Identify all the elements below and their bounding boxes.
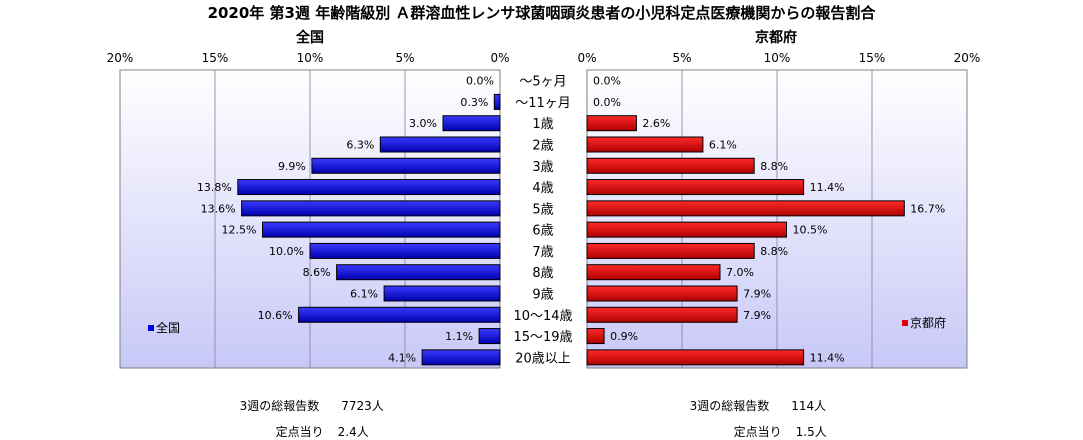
left-bar (262, 221, 501, 238)
right-tick-label: 0% (577, 51, 596, 65)
right-legend-swatch (902, 320, 908, 326)
category-label: 7歳 (532, 245, 553, 260)
right-tick-label: 20% (954, 51, 981, 65)
category-label: 5歳 (532, 202, 553, 217)
right-value-label: 0.0% (593, 96, 621, 109)
left-bar (379, 136, 501, 153)
right-value-label: 6.1% (709, 139, 737, 152)
left-value-label: 6.3% (346, 139, 374, 152)
right-legend-label: 京都府 (910, 315, 946, 330)
right-bar (586, 221, 787, 238)
left-bar (442, 115, 501, 132)
left-panel-title: 全国 (295, 29, 324, 46)
left-value-label: 10.6% (258, 309, 293, 322)
left-legend-label: 全国 (156, 320, 180, 335)
right-tick-label: 10% (764, 51, 791, 65)
left-bar (383, 285, 501, 302)
left-bar (421, 349, 501, 366)
right-value-label: 0.0% (593, 75, 621, 88)
left-tick-label: 0% (490, 51, 509, 65)
category-label: 1歳 (532, 117, 553, 132)
left-bar (309, 242, 501, 259)
right-bar (586, 264, 721, 281)
left-total-value: 7723人 (341, 399, 384, 413)
left-tick-label: 20% (107, 51, 134, 65)
left-bar (298, 306, 501, 323)
left-tick-label: 5% (395, 51, 414, 65)
left-value-label: 8.6% (303, 266, 331, 279)
right-bar (586, 285, 738, 302)
category-label: 3歳 (532, 160, 553, 175)
right-bar (586, 200, 905, 217)
right-value-label: 7.9% (743, 309, 771, 322)
left-value-label: 4.1% (388, 351, 416, 364)
category-label: 4歳 (532, 181, 553, 196)
right-value-label: 11.4% (810, 351, 845, 364)
right-value-label: 8.8% (760, 245, 788, 258)
category-label: 15～19歳 (513, 330, 572, 345)
right-value-label: 10.5% (793, 224, 828, 237)
right-bar (586, 242, 755, 259)
left-value-label: 13.8% (197, 181, 232, 194)
category-label: ～11ヶ月 (515, 96, 571, 111)
left-bar (237, 179, 501, 196)
left-value-label: 13.6% (201, 202, 236, 215)
left-total-label: 3週の総報告数 (239, 399, 320, 413)
left-bar (311, 157, 501, 174)
left-tick-label: 10% (297, 51, 324, 65)
left-value-label: 12.5% (222, 224, 257, 237)
left-bar (478, 328, 501, 345)
right-per-value: 1.5人 (795, 425, 827, 439)
right-value-label: 16.7% (910, 202, 945, 215)
category-label: 10～14歳 (513, 309, 572, 324)
left-bar (493, 93, 501, 110)
category-label: 6歳 (532, 224, 553, 239)
left-value-label: 10.0% (269, 245, 304, 258)
category-label: 9歳 (532, 288, 553, 303)
left-per-label: 定点当り (275, 425, 324, 439)
left-value-label: 0.0% (466, 75, 494, 88)
right-total-value: 114人 (791, 399, 827, 413)
right-bar (586, 136, 704, 153)
left-legend-swatch (148, 325, 154, 331)
category-label: 8歳 (532, 266, 553, 281)
right-total-label: 3週の総報告数 (689, 399, 770, 413)
category-label: 2歳 (532, 139, 553, 154)
right-per-label: 定点当り (733, 425, 782, 439)
right-value-label: 7.0% (726, 266, 754, 279)
left-value-label: 3.0% (409, 117, 437, 130)
left-value-label: 9.9% (278, 160, 306, 173)
left-value-label: 6.1% (350, 288, 378, 301)
right-value-label: 2.6% (642, 117, 670, 130)
left-bar (336, 264, 501, 281)
chart-title: 2020年 第3週 年齢階級別 Ａ群溶血性レンサ球菌咽頭炎患者の小児科定点医療機… (207, 4, 876, 22)
right-value-label: 8.8% (760, 160, 788, 173)
right-value-label: 7.9% (743, 288, 771, 301)
right-value-label: 11.4% (810, 181, 845, 194)
right-total: 3週の総報告数 114人 (682, 383, 827, 414)
right-bar (586, 306, 738, 323)
right-bar (586, 115, 637, 132)
right-per-sentinel: 定点当り 1.5人 (726, 409, 827, 440)
left-value-label: 1.1% (445, 330, 473, 343)
category-label: ～5ヶ月 (519, 75, 566, 90)
left-total: 3週の総報告数 7723人 (232, 383, 384, 414)
left-bar (241, 200, 501, 217)
right-bar (586, 179, 805, 196)
right-bar (586, 349, 805, 366)
right-panel-title: 京都府 (755, 29, 797, 46)
left-value-label: 0.3% (460, 96, 488, 109)
right-tick-label: 5% (672, 51, 691, 65)
right-bar (586, 157, 755, 174)
left-per-sentinel: 定点当り 2.4人 (268, 409, 369, 440)
left-per-value: 2.4人 (337, 425, 369, 439)
left-tick-label: 15% (202, 51, 229, 65)
category-label: 20歳以上 (515, 351, 571, 366)
right-tick-label: 15% (859, 51, 886, 65)
right-value-label: 0.9% (610, 330, 638, 343)
right-bar (586, 328, 605, 345)
